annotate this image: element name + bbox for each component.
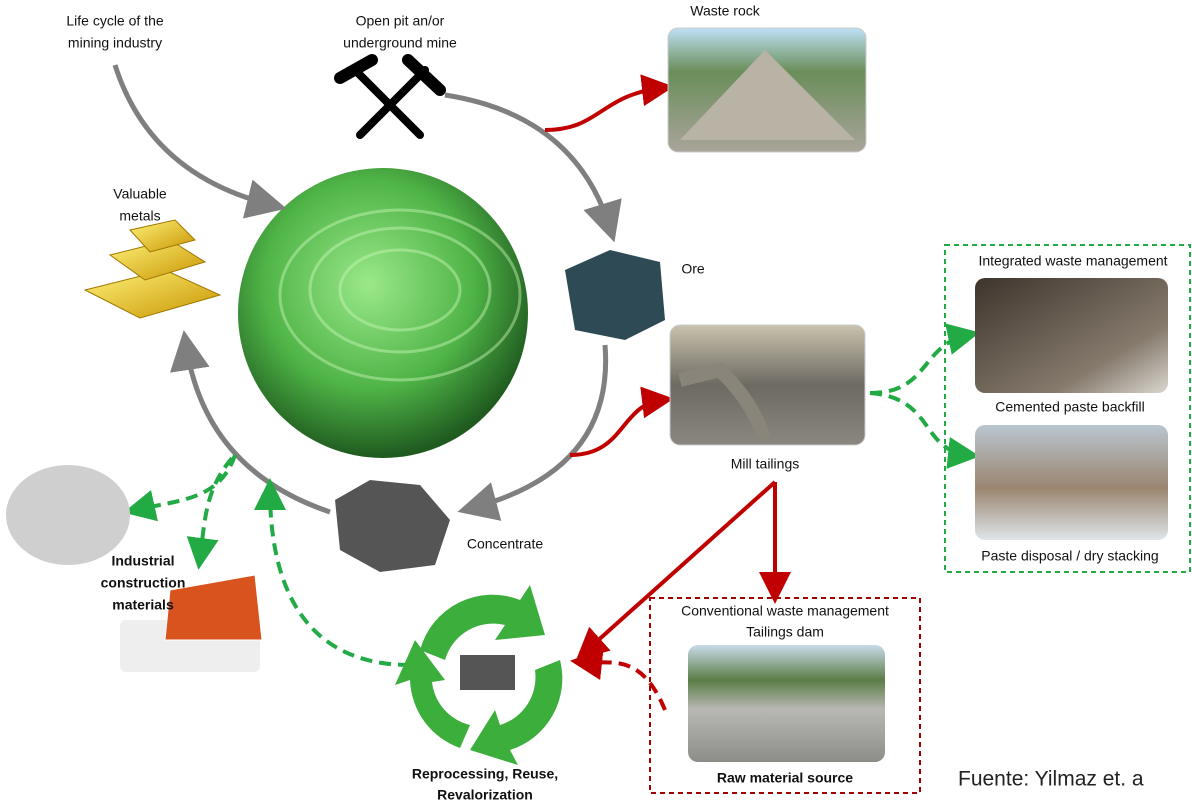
label: construction	[101, 575, 186, 591]
discharge-pipe	[678, 362, 772, 443]
label: Concentrate	[467, 536, 543, 552]
label: Ore	[681, 261, 705, 277]
conventional-box	[649, 597, 921, 794]
mine-photo	[238, 168, 528, 458]
cycle-arrows	[112, 64, 622, 521]
label: Tailings dam	[746, 624, 824, 640]
stacking-photo	[975, 425, 1168, 540]
label: Reprocessing, Reuse,	[412, 766, 558, 782]
label: Life cycle of the	[66, 13, 163, 29]
bricks	[120, 574, 263, 672]
label: materials	[112, 597, 174, 613]
credit: Fuente: Yilmaz et. a	[958, 768, 1144, 791]
green-arrows	[123, 323, 980, 667]
red-arrows	[544, 74, 791, 711]
label: Mill tailings	[731, 456, 799, 472]
pit-terraces	[278, 208, 522, 382]
label: mining industry	[68, 35, 162, 51]
hammers-icon	[334, 54, 446, 139]
label: Integrated waste management	[978, 253, 1167, 269]
label: Revalorization	[437, 787, 533, 803]
label: Raw material source	[717, 770, 853, 786]
tailings-dam-photo	[688, 645, 885, 762]
recycle-symbol	[395, 585, 563, 765]
label: underground mine	[343, 35, 457, 51]
label: Open pit an/or	[356, 13, 445, 29]
backfill-photo	[975, 278, 1168, 393]
powder	[6, 465, 130, 565]
label: Industrial	[111, 553, 174, 569]
label: Conventional waste management	[681, 603, 889, 619]
ore-rock	[565, 250, 665, 340]
label: Cemented paste backfill	[995, 399, 1144, 415]
waste-rock-pile	[680, 50, 855, 140]
integrated-box	[944, 244, 1191, 573]
gold-bars	[83, 219, 222, 319]
mill-tailings-photo	[669, 324, 866, 446]
label: Waste rock	[690, 3, 760, 19]
label: Valuable	[113, 186, 167, 202]
label: metals	[119, 208, 160, 224]
concentrate-rock	[335, 480, 450, 572]
label: Paste disposal / dry stacking	[981, 548, 1158, 564]
